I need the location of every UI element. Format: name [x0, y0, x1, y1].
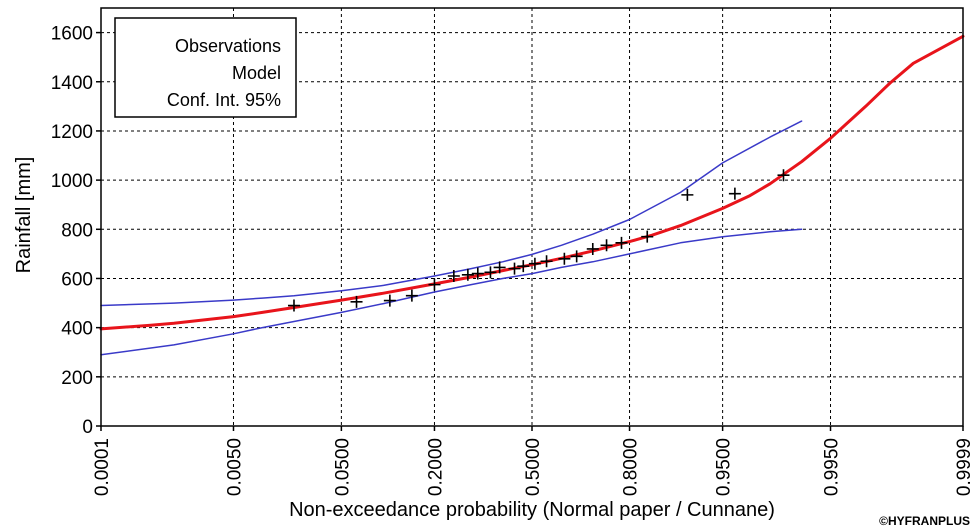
x-tick-label: 0.8000 — [621, 438, 642, 496]
observation-marker — [517, 260, 530, 273]
y-tick-label: 1600 — [51, 24, 93, 45]
observations — [287, 169, 790, 312]
observation-marker — [777, 169, 790, 182]
observation-marker — [405, 289, 418, 302]
observation-marker — [570, 250, 583, 263]
y-tick-label: 600 — [61, 269, 93, 290]
observation-marker — [428, 278, 441, 291]
tick-labels: 0.0001 0.0050 0.0500 0.2000 0.5000 0.8000 0.95… — [51, 24, 975, 497]
observation-marker — [350, 295, 363, 308]
observation-marker — [471, 267, 484, 280]
y-tick-label: 800 — [61, 220, 93, 241]
legend-model: Model — [232, 63, 281, 83]
observation-marker — [586, 242, 599, 255]
y-axis-title: Rainfall [mm] — [13, 157, 35, 274]
legend-conf-int: Conf. Int. 95% — [167, 90, 281, 110]
x-tick-label: 0.5000 — [523, 438, 544, 496]
observation-marker — [447, 270, 460, 283]
x-tick-label: 0.9999 — [954, 438, 975, 496]
observation-marker — [287, 299, 300, 312]
observation-marker — [728, 187, 741, 200]
y-tick-label: 200 — [61, 368, 93, 389]
y-tick-label: 1000 — [51, 171, 93, 192]
observation-marker — [600, 239, 613, 252]
x-tick-label: 0.2000 — [425, 438, 446, 496]
legend-observations: Observations — [175, 36, 281, 56]
legend: Observations Model Conf. Int. 95% — [114, 17, 297, 118]
observation-marker — [558, 252, 571, 265]
x-tick-label: 0.0050 — [224, 438, 245, 496]
observation-marker — [508, 262, 521, 275]
observation-marker — [461, 268, 474, 281]
y-tick-label: 1400 — [51, 73, 93, 94]
x-tick-label: 0.9950 — [822, 438, 843, 496]
y-tick-label: 400 — [61, 319, 93, 340]
x-tick-label: 0.0001 — [92, 438, 113, 496]
x-tick-label: 0.9500 — [714, 438, 735, 496]
credit-label: ©HYFRANPLUS — [879, 514, 970, 528]
observation-marker — [383, 294, 396, 307]
x-tick-label: 0.0500 — [332, 438, 353, 496]
observation-marker — [540, 255, 553, 268]
y-tick-label: 1200 — [51, 122, 93, 143]
observation-marker — [484, 266, 497, 279]
upper-confidence-curve — [100, 120, 803, 307]
legend-box — [114, 17, 297, 118]
y-tick-label: 0 — [82, 417, 93, 438]
observation-marker — [493, 261, 506, 274]
observation-marker — [641, 230, 654, 243]
observation-marker — [528, 257, 541, 270]
grid — [101, 8, 963, 426]
x-axis-title: Non-exceedance probability (Normal paper… — [289, 499, 775, 521]
lower-confidence-curve — [100, 228, 803, 356]
observation-marker — [615, 236, 628, 249]
observation-marker — [681, 188, 694, 201]
